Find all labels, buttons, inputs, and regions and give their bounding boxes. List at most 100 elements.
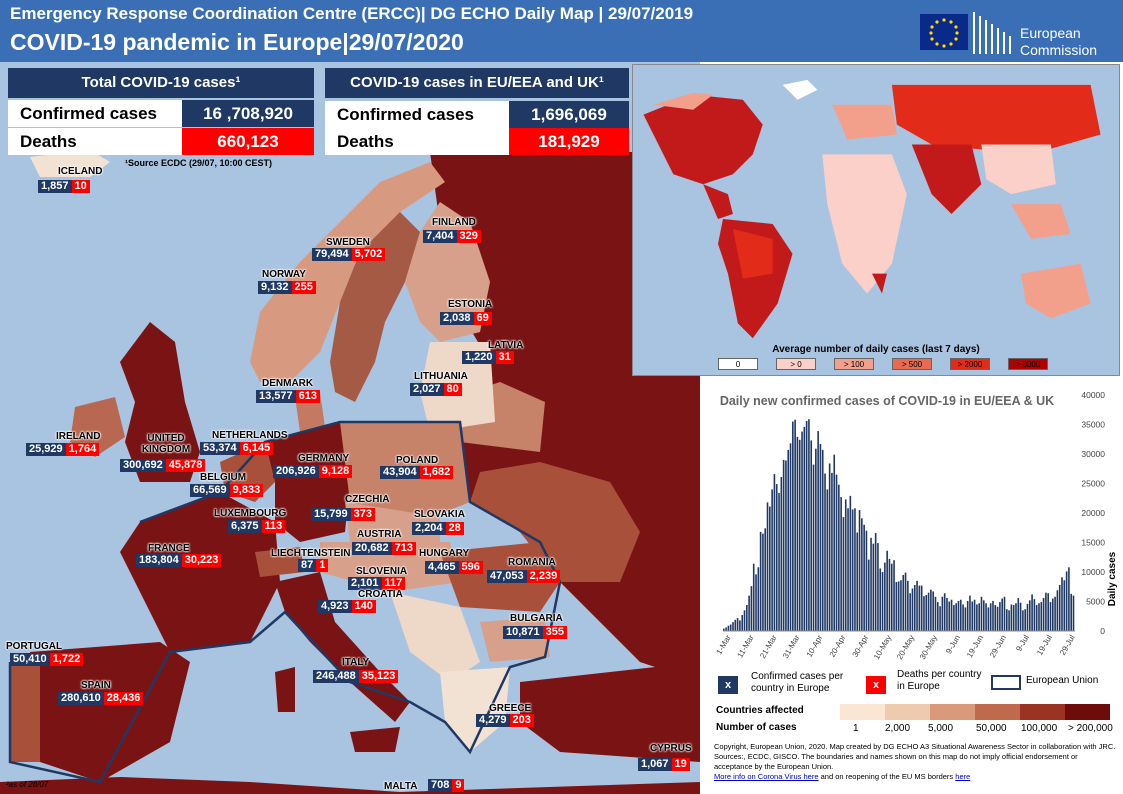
borders-here-link[interactable]: here: [955, 772, 971, 781]
y-tick-label: 15000: [1081, 538, 1105, 548]
bar: [1070, 593, 1073, 631]
x-tick-label: 10-May: [872, 634, 893, 662]
bar: [1054, 596, 1056, 631]
bar: [934, 596, 937, 631]
country-name-portugal: PORTUGAL: [6, 641, 63, 652]
central-america-shape: [703, 184, 733, 220]
cases-value: 1,857: [38, 180, 72, 193]
bar: [966, 600, 969, 631]
country-stats-italy: 246,488 35,123: [313, 670, 399, 683]
x-tick-label: 20-May: [895, 634, 916, 662]
balkans-shape: [390, 592, 480, 682]
x-tick-label: 19-Jul: [1035, 633, 1054, 657]
country-stats-sweden: 79,494 5,702: [312, 248, 386, 261]
deaths-value: 9,128: [318, 465, 353, 478]
y-tick-label: 30000: [1081, 449, 1105, 459]
country-name-germany: GERMANY: [298, 453, 350, 464]
australia-shape: [1021, 263, 1091, 319]
eu-border-legend-swatch: [991, 675, 1021, 690]
country-stats-malta: 708 9: [428, 779, 465, 792]
daily-cases-chart: 0 5000 10000 15000 20000 25000 30000 35000 40000…: [714, 390, 1118, 662]
bar: [1065, 571, 1068, 631]
scale-label: > 200,000: [1068, 723, 1113, 734]
logo-text-commission: Commission: [1020, 42, 1098, 58]
deaths-value: 113: [261, 520, 286, 533]
bar: [1031, 594, 1033, 631]
bar: [895, 582, 898, 631]
more-info-link[interactable]: More info on Corona Virus here: [714, 772, 819, 781]
bar: [930, 589, 932, 631]
ukraine-shape: [470, 462, 640, 582]
country-stats-germany: 206,926 9,128: [273, 465, 353, 478]
bar: [1038, 603, 1040, 631]
bar: [904, 572, 907, 631]
deaths-value: 255: [291, 281, 316, 294]
country-stats-cyprus: 1,067 19: [638, 758, 690, 771]
bar: [1051, 598, 1054, 631]
bar: [959, 599, 962, 631]
deaths-legend-text: Deaths per country in Europe: [897, 669, 982, 692]
confirmed-legend-text: Confirmed cases per country in Europe: [751, 671, 844, 694]
bar: [948, 601, 951, 631]
deaths-value: 713: [391, 542, 417, 555]
bar: [939, 606, 941, 631]
country-name-liechtenstein: LIECHTENSTEIN: [271, 548, 351, 559]
scale-swatch: [885, 704, 930, 720]
eu-stars-icon: [929, 18, 959, 48]
country-stats-liechtenstein: 87 1: [298, 559, 329, 572]
bar: [1061, 577, 1063, 631]
cases-value: 47,053: [487, 570, 527, 583]
deaths-value: 69: [473, 312, 492, 325]
x-tick-label: 30-Apr: [851, 633, 871, 659]
number-of-cases-label: Number of cases: [716, 722, 797, 733]
scale-swatch: [1065, 704, 1110, 720]
bar: [872, 543, 875, 631]
bar: [994, 605, 997, 631]
country-stats-united-kingdom: 300,692 45,878: [120, 459, 206, 472]
y-axis-label: Daily cases: [1107, 551, 1118, 606]
country-name-united-kingdom: UNITED KINGDOM: [141, 433, 191, 455]
bar: [920, 585, 923, 631]
deaths-value: 31: [495, 351, 514, 364]
bar: [831, 472, 833, 631]
world-legend-item: 0: [718, 358, 758, 370]
deaths-value: 28,436: [103, 692, 144, 705]
greenland-shape: [782, 79, 818, 100]
deaths-legend-marker: x: [866, 676, 886, 694]
country-name-norway: NORWAY: [262, 269, 306, 280]
country-stats-czechia: 15,799 373: [311, 508, 376, 521]
deaths-value: 19: [671, 758, 690, 771]
deaths-value: 140: [351, 600, 376, 613]
deaths-value: 6,145: [239, 442, 274, 455]
world-legend-item: > 2000: [950, 358, 990, 370]
bar: [865, 530, 868, 631]
country-stats-poland: 43,904 1,682: [380, 466, 454, 479]
italy-shape: [275, 572, 410, 722]
bar: [1015, 603, 1017, 631]
eu-legend-text: European Union: [1026, 675, 1099, 686]
cases-value: 6,375: [228, 520, 262, 533]
country-name-croatia: CROATIA: [358, 589, 403, 600]
deaths-value: 1,764: [65, 443, 100, 456]
eu-cases-title: COVID-19 cases in EU/EEA and UK¹: [325, 68, 629, 98]
africa-shape: [822, 154, 907, 294]
country-name-belgium: BELGIUM: [200, 472, 247, 483]
bar: [927, 592, 930, 631]
bar: [950, 599, 953, 631]
bar: [734, 619, 737, 631]
bar: [1058, 584, 1061, 631]
cases-value: 4,923: [318, 600, 352, 613]
bar: [867, 559, 870, 631]
y-tick-label: 10000: [1081, 567, 1105, 577]
bar: [1008, 610, 1010, 631]
deaths-value: 203: [509, 714, 534, 727]
country-stats-slovenia: 2,101 117: [348, 577, 406, 590]
country-stats-iceland: 1,857 10: [38, 180, 90, 193]
country-name-poland: POLAND: [396, 455, 439, 466]
bar: [1033, 599, 1036, 631]
scale-swatch: [1020, 704, 1065, 720]
bar: [907, 580, 909, 631]
bar: [936, 602, 939, 631]
bar: [1035, 605, 1038, 631]
bar: [978, 603, 980, 631]
